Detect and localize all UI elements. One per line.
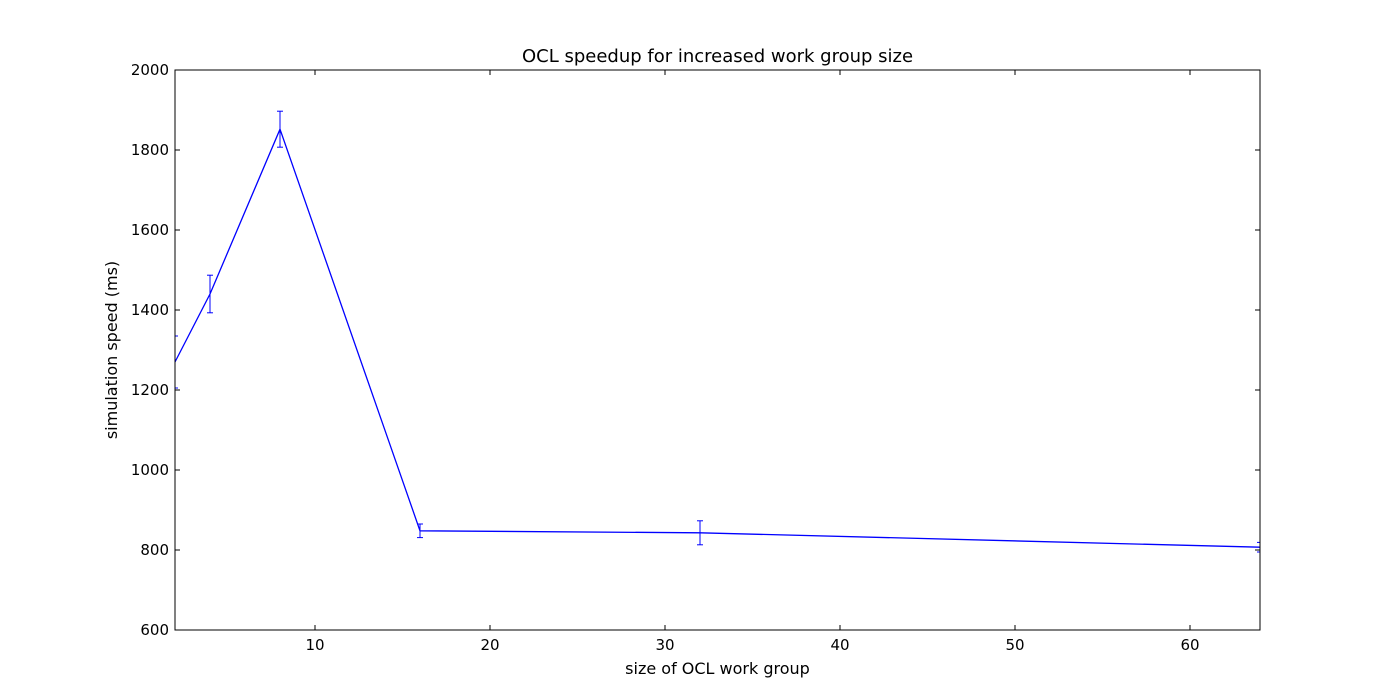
plot-frame xyxy=(174,69,1261,631)
x-tick-label: 60 xyxy=(1180,636,1199,654)
error-bar xyxy=(697,520,703,546)
y-axis: 600 800 1000 1200 1400 1600 1800 2000 xyxy=(131,61,1260,639)
y-tick-label: 800 xyxy=(140,541,169,559)
y-tick-label: 1600 xyxy=(131,221,169,239)
x-tick-label: 50 xyxy=(1005,636,1024,654)
error-bar xyxy=(1257,541,1260,553)
x-tick-label: 30 xyxy=(655,636,674,654)
error-bar xyxy=(417,523,423,539)
x-tick-label: 10 xyxy=(305,636,324,654)
x-tick-label: 20 xyxy=(480,636,499,654)
x-tick-label: 40 xyxy=(830,636,849,654)
y-tick-label: 1000 xyxy=(131,461,169,479)
plot-area xyxy=(175,110,1260,553)
y-tick-label: 600 xyxy=(140,621,169,639)
y-tick-label: 1200 xyxy=(131,381,169,399)
x-axis: 10 20 30 40 50 60 xyxy=(305,70,1200,654)
chart-title: OCL speedup for increased work group siz… xyxy=(522,46,913,67)
error-bar xyxy=(207,274,213,314)
y-axis-label: simulation speed (ms) xyxy=(102,261,121,439)
y-tick-label: 1400 xyxy=(131,301,169,319)
y-tick-label: 2000 xyxy=(131,61,169,79)
error-bar xyxy=(175,335,178,389)
x-axis-label: size of OCL work group xyxy=(625,659,810,678)
series-line xyxy=(175,127,1260,548)
error-bar xyxy=(277,110,283,148)
y-tick-label: 1800 xyxy=(131,141,169,159)
